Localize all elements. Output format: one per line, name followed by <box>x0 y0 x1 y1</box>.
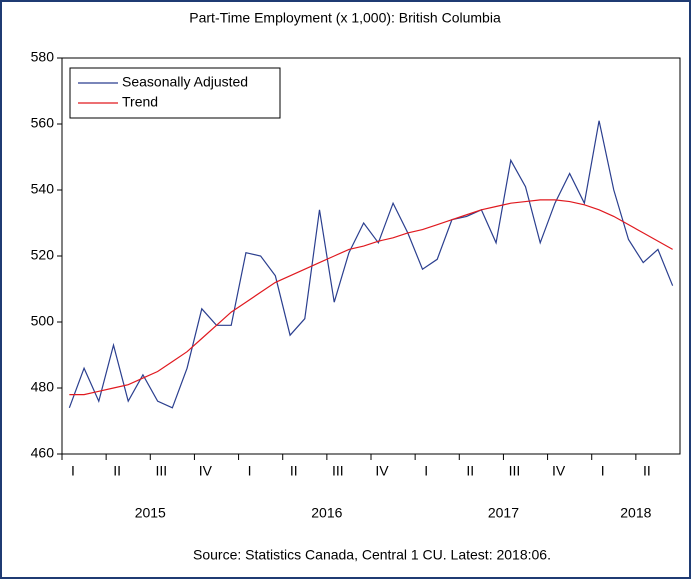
year-label: 2015 <box>135 505 166 521</box>
quarter-label: II <box>466 463 474 479</box>
chart-title: Part-Time Employment (x 1,000): British … <box>189 10 501 26</box>
y-tick-label: 520 <box>31 247 55 263</box>
y-tick-label: 540 <box>31 181 55 197</box>
legend-label: Seasonally Adjusted <box>122 74 248 90</box>
quarter-label: II <box>643 463 651 479</box>
series-line <box>69 199 673 396</box>
series-line <box>68 120 674 409</box>
quarter-label: III <box>332 463 344 479</box>
y-tick-label: 580 <box>31 49 55 65</box>
y-tick-label: 460 <box>31 445 55 461</box>
y-tick-label: 560 <box>31 115 55 131</box>
legend-label: Trend <box>122 94 158 110</box>
quarter-label: IV <box>375 463 389 479</box>
quarter-label: I <box>601 463 605 479</box>
quarter-label: III <box>155 463 167 479</box>
quarter-label: II <box>290 463 298 479</box>
year-label: 2017 <box>488 505 519 521</box>
y-tick-label: 480 <box>31 379 55 395</box>
year-label: 2016 <box>311 505 342 521</box>
legend-box <box>69 67 281 119</box>
quarter-label: II <box>113 463 121 479</box>
y-tick-label: 500 <box>31 313 55 329</box>
quarter-label: I <box>424 463 428 479</box>
source: Source: Statistics Canada, Central 1 CU.… <box>193 547 551 563</box>
quarter-label: I <box>248 463 252 479</box>
quarter-label: I <box>71 463 75 479</box>
year-label: 2018 <box>620 505 651 521</box>
quarter-label: IV <box>552 463 566 479</box>
quarter-label: III <box>509 463 521 479</box>
quarter-label: IV <box>199 463 213 479</box>
